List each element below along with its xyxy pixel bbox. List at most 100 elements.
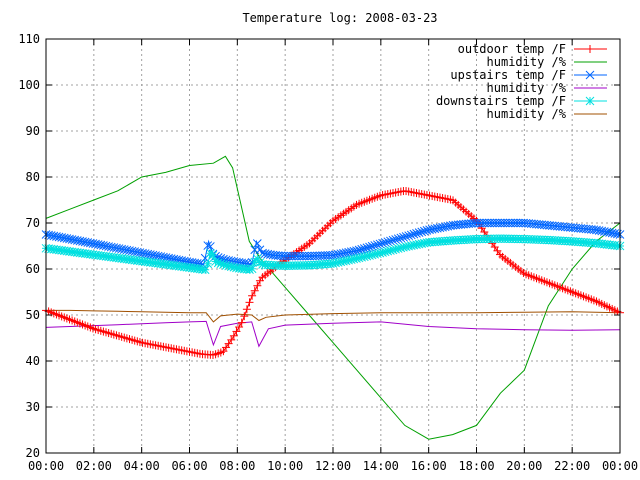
data-point bbox=[117, 244, 127, 254]
data-point bbox=[370, 241, 380, 250]
grid bbox=[46, 39, 620, 453]
data-point bbox=[417, 227, 427, 237]
y-tick-label: 70 bbox=[26, 216, 40, 230]
data-point bbox=[589, 225, 599, 235]
data-point bbox=[380, 238, 390, 247]
y-tick-label: 50 bbox=[26, 308, 40, 322]
data-point bbox=[375, 239, 385, 249]
series-2 bbox=[41, 218, 625, 269]
data-point bbox=[125, 246, 134, 255]
x-tick-label: 00:00 bbox=[28, 459, 64, 473]
data-point bbox=[388, 235, 398, 245]
series-0 bbox=[42, 187, 624, 359]
data-point bbox=[67, 235, 77, 244]
x-tick-label: 18:00 bbox=[458, 459, 494, 473]
data-point bbox=[592, 225, 601, 235]
data-point bbox=[143, 249, 153, 259]
data-point bbox=[88, 239, 98, 248]
x-tick-label: 14:00 bbox=[363, 459, 399, 473]
data-point bbox=[203, 259, 213, 269]
data-point bbox=[346, 247, 356, 257]
data-point bbox=[383, 237, 393, 247]
data-point bbox=[151, 251, 160, 260]
data-point bbox=[159, 252, 168, 262]
data-point bbox=[99, 241, 108, 250]
data-point bbox=[393, 234, 403, 244]
y-tick-label: 20 bbox=[26, 446, 40, 460]
data-point bbox=[62, 234, 72, 243]
data-point bbox=[331, 250, 340, 260]
data-point bbox=[83, 238, 93, 247]
legend-label: downstairs temp /F bbox=[436, 94, 566, 108]
x-tick-label: 00:00 bbox=[602, 459, 638, 473]
data-point bbox=[365, 242, 374, 252]
data-point bbox=[599, 227, 609, 236]
data-point bbox=[122, 245, 132, 255]
data-point bbox=[406, 230, 416, 240]
data-point bbox=[409, 229, 419, 239]
data-point bbox=[91, 239, 100, 249]
series-line bbox=[45, 155, 621, 440]
data-point bbox=[59, 233, 69, 243]
legend-marker bbox=[585, 70, 595, 80]
data-point bbox=[266, 250, 275, 260]
data-point bbox=[127, 246, 137, 256]
x-tick-label: 08:00 bbox=[219, 459, 255, 473]
data-point bbox=[101, 241, 111, 251]
data-point bbox=[440, 222, 450, 232]
x-tick-label: 16:00 bbox=[411, 459, 447, 473]
data-point bbox=[252, 254, 262, 264]
chart-title: Temperature log: 2008-03-23 bbox=[242, 11, 437, 25]
data-point bbox=[610, 229, 620, 238]
data-point bbox=[430, 224, 440, 234]
data-point bbox=[414, 228, 424, 238]
data-point bbox=[435, 223, 445, 233]
data-point bbox=[373, 240, 382, 250]
x-tick-label: 20:00 bbox=[506, 459, 542, 473]
data-point bbox=[602, 227, 612, 237]
y-tick-label: 110 bbox=[18, 32, 40, 46]
data-point bbox=[148, 250, 158, 260]
data-point bbox=[112, 243, 121, 253]
data-point bbox=[138, 248, 147, 258]
y-tick-label: 40 bbox=[26, 354, 40, 368]
data-point bbox=[80, 237, 90, 247]
data-point bbox=[46, 231, 56, 240]
data-point bbox=[70, 235, 80, 245]
data-point bbox=[607, 228, 617, 238]
x-tick-label: 12:00 bbox=[315, 459, 351, 473]
legend-label: outdoor temp /F bbox=[458, 42, 566, 56]
data-point bbox=[135, 248, 145, 257]
data-point bbox=[427, 224, 437, 234]
data-point bbox=[119, 245, 129, 254]
data-point bbox=[425, 225, 434, 235]
data-point bbox=[114, 244, 124, 253]
data-point bbox=[52, 232, 61, 241]
data-point bbox=[328, 250, 338, 260]
data-point bbox=[93, 240, 103, 249]
data-point bbox=[104, 242, 113, 251]
data-point bbox=[349, 246, 359, 256]
x-tick-label: 10:00 bbox=[267, 459, 303, 473]
data-point bbox=[57, 233, 67, 242]
data-point bbox=[333, 249, 343, 259]
data-point bbox=[72, 236, 82, 245]
legend-label: humidity /% bbox=[487, 107, 567, 121]
data-point bbox=[404, 231, 414, 241]
legend-label: humidity /% bbox=[487, 81, 567, 95]
x-tick-label: 02:00 bbox=[76, 459, 112, 473]
data-point bbox=[96, 240, 106, 250]
y-tick-label: 60 bbox=[26, 262, 40, 276]
data-point bbox=[344, 247, 354, 257]
data-point bbox=[396, 233, 406, 243]
data-point bbox=[206, 242, 215, 251]
y-tick-label: 80 bbox=[26, 170, 40, 184]
y-tick-label: 90 bbox=[26, 124, 40, 138]
x-tick-label: 06:00 bbox=[171, 459, 207, 473]
data-point bbox=[391, 235, 400, 244]
data-point bbox=[422, 226, 432, 235]
data-point bbox=[399, 232, 408, 242]
data-point bbox=[354, 245, 364, 255]
